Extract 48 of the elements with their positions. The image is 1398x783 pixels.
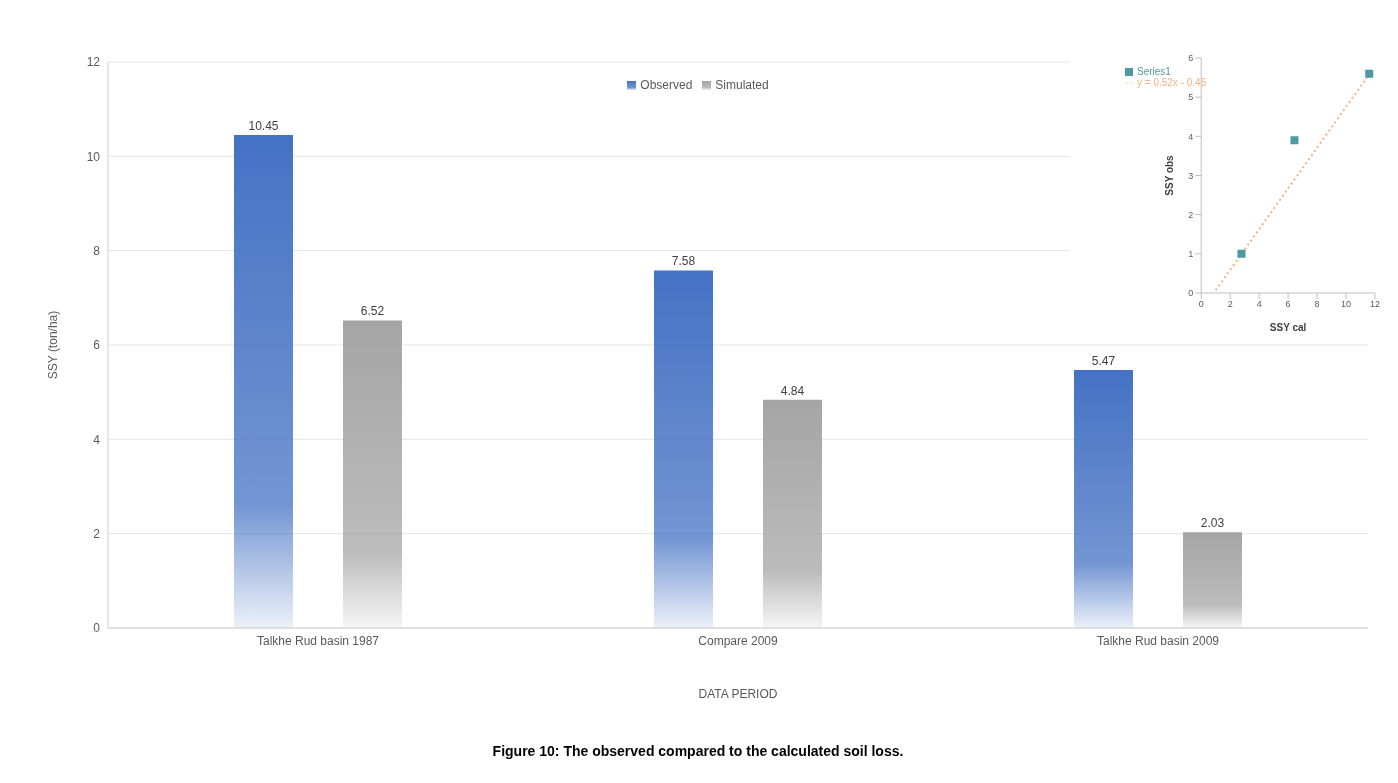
y-tick-label: 4 xyxy=(1188,131,1194,142)
x-tick-label: Talkhe Rud basin 1987 xyxy=(256,633,380,648)
x-tick-label: 12 xyxy=(1369,299,1381,310)
x-tick-label: Compare 2009 xyxy=(698,633,779,648)
bar xyxy=(1074,370,1133,628)
bar xyxy=(343,320,402,628)
y-tick-label: 3 xyxy=(1188,170,1194,181)
data-label: 6.52 xyxy=(360,304,385,319)
legend-label: Observed xyxy=(640,78,693,92)
bar xyxy=(654,270,713,628)
y-tick-label: 2 xyxy=(93,526,101,541)
y-tick-label: 5 xyxy=(1188,92,1194,103)
y-tick-label: 4 xyxy=(93,432,101,447)
y-tick-label: 10 xyxy=(86,149,101,164)
y-tick-label: 1 xyxy=(1188,249,1194,260)
y-axis-title: SSY obs xyxy=(1163,154,1175,196)
y-tick-label: 2 xyxy=(1188,209,1194,220)
point xyxy=(1237,249,1246,258)
x-tick-label: 4 xyxy=(1256,299,1262,310)
point xyxy=(1365,69,1374,78)
x-axis-title: DATA PERIOD xyxy=(698,687,778,701)
y-tick-label: 12 xyxy=(86,55,101,70)
x-tick-label: 2 xyxy=(1227,299,1233,310)
y-tick-label: 6 xyxy=(93,338,101,353)
x-tick-label: 8 xyxy=(1314,299,1320,310)
data-label: 4.84 xyxy=(780,383,805,398)
y-tick-label: 8 xyxy=(93,243,101,258)
point xyxy=(1290,136,1299,145)
bar xyxy=(763,399,822,628)
legend-label: Series1 xyxy=(1137,66,1171,77)
x-tick-label: 0 xyxy=(1198,299,1204,310)
legend-label: y = 0.52x - 0.45 xyxy=(1137,77,1207,88)
text: Figure 10: The observed compared to the calculated soil loss. xyxy=(491,743,905,759)
x-tick-label: Talkhe Rud basin 2009 xyxy=(1096,633,1220,648)
bar xyxy=(1183,532,1242,628)
x-axis-title: SSY cal xyxy=(1269,322,1307,333)
data-label: 2.03 xyxy=(1200,516,1225,531)
x-tick-label: 6 xyxy=(1285,299,1291,310)
bar xyxy=(234,135,293,628)
data-label: 7.58 xyxy=(671,254,696,269)
y-axis-title: SSY (ton/ha) xyxy=(46,310,61,380)
data-label: 10.45 xyxy=(248,119,279,134)
x-tick-label: 10 xyxy=(1341,299,1352,310)
y-tick-label: 0 xyxy=(93,621,101,636)
y-tick-label: 6 xyxy=(1188,53,1194,64)
legend-label: Simulated xyxy=(715,78,769,92)
data-label: 5.47 xyxy=(1091,354,1116,368)
y-tick-label: 0 xyxy=(1188,288,1194,299)
